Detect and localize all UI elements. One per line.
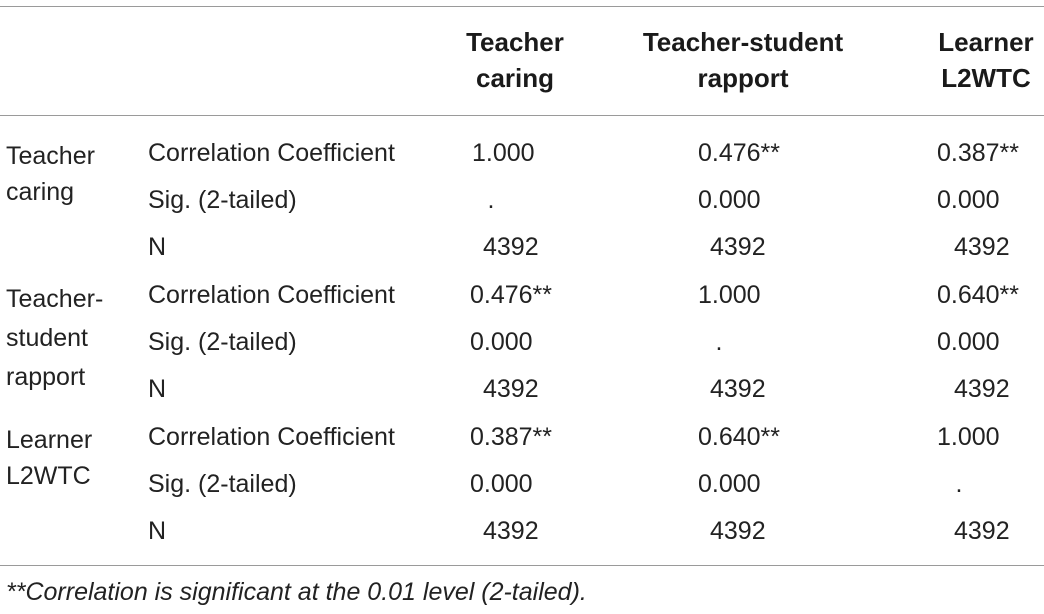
cell-value: 0.387**	[470, 423, 553, 451]
cell-value: 4392	[954, 233, 1010, 261]
cell-value: 0.640**	[698, 423, 781, 451]
column-header-learner-l2wtc: Learner L2WTC	[918, 24, 1044, 96]
stat-label: Sig. (2-tailed)	[148, 328, 297, 356]
row-group-label-line: student	[6, 324, 89, 352]
table-footnote: **Correlation is significant at the 0.01…	[6, 578, 587, 606]
bottom-rule	[0, 565, 1044, 566]
cell-value: 0.476**	[698, 139, 781, 167]
cell-value: 0.000	[937, 186, 1000, 214]
header-line: Learner	[938, 27, 1034, 57]
stat-label: Correlation Coefficient	[148, 281, 395, 309]
cell-value: 0.000	[470, 470, 533, 498]
cell-value: .	[487, 186, 495, 214]
row-group-label-line: caring	[6, 178, 75, 206]
cell-value: 4392	[954, 517, 1010, 545]
cell-value: 0.000	[698, 186, 761, 214]
cell-value: 0.000	[470, 328, 533, 356]
cell-value: 0.476**	[470, 281, 553, 309]
cell-value: .	[955, 470, 963, 498]
cell-value: 4392	[483, 375, 539, 403]
column-header-teacher-caring: Teacher caring	[440, 24, 590, 96]
row-group-label: Teacher- student rapport	[6, 280, 103, 397]
top-rule	[0, 6, 1044, 7]
cell-value: 4392	[483, 233, 539, 261]
row-group-label: Learner L2WTC	[6, 422, 92, 494]
cell-value: 1.000	[937, 423, 1000, 451]
stat-label: Sig. (2-tailed)	[148, 470, 297, 498]
cell-value: 0.387**	[937, 139, 1020, 167]
cell-value: 0.640**	[937, 281, 1020, 309]
row-group-label-line: L2WTC	[6, 462, 91, 490]
cell-value: 4392	[710, 517, 766, 545]
cell-value: 4392	[710, 233, 766, 261]
header-line: rapport	[697, 63, 789, 93]
stat-label: Correlation Coefficient	[148, 423, 395, 451]
cell-value: 4392	[954, 375, 1010, 403]
header-line: Teacher	[466, 27, 564, 57]
header-rule	[0, 115, 1044, 116]
cell-value: .	[715, 328, 723, 356]
row-group-label-line: Teacher	[6, 142, 95, 170]
cell-value: 1.000	[698, 281, 761, 309]
header-line: caring	[475, 63, 555, 93]
stat-label: Sig. (2-tailed)	[148, 186, 297, 214]
cell-value: 1.000	[472, 139, 535, 167]
header-line: Teacher-student	[642, 27, 844, 57]
row-group-label-line: Teacher-	[6, 285, 104, 313]
cell-value: 0.000	[937, 328, 1000, 356]
stat-label: N	[148, 517, 167, 545]
column-header-teacher-student-rapport: Teacher-student rapport	[610, 24, 876, 96]
cell-value: 0.000	[698, 470, 761, 498]
cell-value: 4392	[710, 375, 766, 403]
stat-label: N	[148, 375, 167, 403]
row-group-label-line: rapport	[6, 363, 86, 391]
row-group-label: Teacher caring	[6, 138, 95, 210]
cell-value: 4392	[483, 517, 539, 545]
stat-label: N	[148, 233, 167, 261]
stat-label: Correlation Coefficient	[148, 139, 395, 167]
row-group-label-line: Learner	[6, 426, 93, 454]
header-line: L2WTC	[941, 63, 1031, 93]
